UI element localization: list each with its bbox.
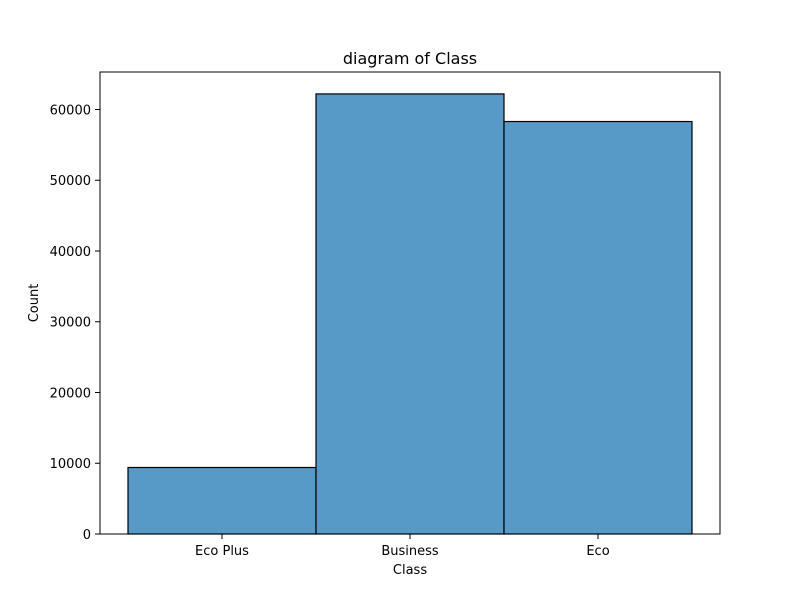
y-tick-label: 20000 <box>50 386 91 401</box>
chart-title: diagram of Class <box>343 49 477 68</box>
bar-business <box>315 93 505 535</box>
x-tick-label: Eco <box>586 544 609 559</box>
y-axis-label: Count <box>27 284 42 323</box>
y-tick-label: 50000 <box>50 174 91 189</box>
y-tick-label: 60000 <box>50 103 91 118</box>
y-axis-ticks: 0 10000 20000 30000 40000 50000 60000 <box>50 103 100 543</box>
x-tick-label: Eco Plus <box>195 544 249 559</box>
y-tick-label: 0 <box>83 528 91 543</box>
y-tick-label: 10000 <box>50 457 91 472</box>
y-tick-label: 30000 <box>50 316 91 331</box>
x-tick-label: Business <box>381 544 439 559</box>
bars-layer <box>127 93 693 535</box>
y-tick-label: 40000 <box>50 245 91 260</box>
x-axis-label: Class <box>393 563 427 578</box>
bar-eco-plus <box>127 466 317 535</box>
x-axis-ticks: Eco Plus Business Eco <box>195 534 610 559</box>
bar-eco <box>503 120 693 535</box>
